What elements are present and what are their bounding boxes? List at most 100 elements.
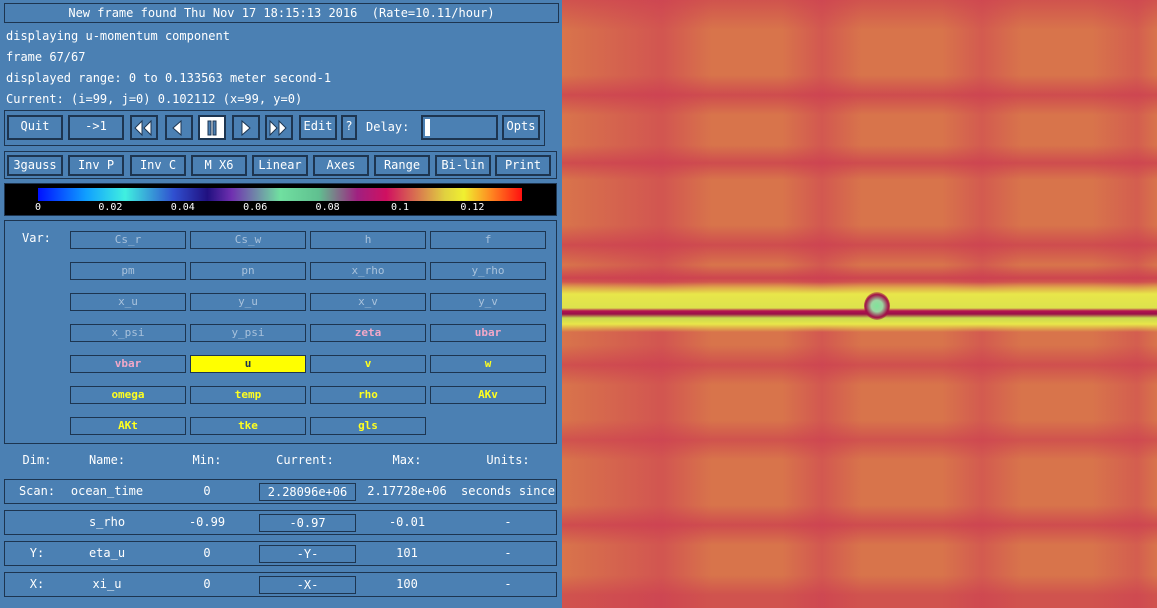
variable-button[interactable]: temp bbox=[190, 386, 306, 404]
colorbar-label: 0.12 bbox=[460, 202, 485, 213]
variable-button[interactable]: zeta bbox=[310, 324, 426, 342]
dim-max: 101 bbox=[396, 546, 418, 560]
variable-button: x_psi bbox=[70, 324, 186, 342]
variable-button: f bbox=[430, 231, 546, 249]
dim-header: Max: bbox=[392, 453, 422, 467]
dim-current[interactable]: 2.28096e+06 bbox=[259, 483, 356, 501]
variables-panel bbox=[4, 220, 557, 444]
nav-button[interactable] bbox=[232, 115, 260, 140]
jet-streak bbox=[562, 282, 1157, 332]
icon bbox=[134, 119, 152, 137]
variable-button[interactable]: AKv bbox=[430, 386, 546, 404]
colorbar bbox=[38, 188, 522, 201]
heatmap-view[interactable] bbox=[562, 0, 1157, 608]
variable-button: y_rho bbox=[430, 262, 546, 280]
colorbar-label: 0.1 bbox=[390, 202, 410, 213]
variable-button: x_rho bbox=[310, 262, 426, 280]
colorbar-label: 0.04 bbox=[170, 202, 195, 213]
variable-button: y_u bbox=[190, 293, 306, 311]
option-button[interactable]: Range bbox=[374, 155, 430, 176]
option-button[interactable]: Print bbox=[495, 155, 551, 176]
variable-button[interactable]: gls bbox=[310, 417, 426, 435]
option-button[interactable]: M X6 bbox=[191, 155, 247, 176]
button-help[interactable]: ? bbox=[341, 115, 357, 140]
button-first[interactable]: ->1 bbox=[68, 115, 124, 140]
dim-units: - bbox=[504, 577, 512, 591]
variable-button: h bbox=[310, 231, 426, 249]
dim-name: xi_u bbox=[92, 577, 122, 591]
dim-header: Units: bbox=[486, 453, 530, 467]
dim-min: -0.99 bbox=[188, 515, 226, 529]
delay-slider[interactable] bbox=[421, 115, 498, 140]
icon bbox=[269, 119, 287, 137]
dim-current[interactable]: -X- bbox=[259, 576, 356, 594]
eddy bbox=[864, 292, 890, 320]
colorbar-label: 0.06 bbox=[243, 202, 268, 213]
icon bbox=[241, 119, 251, 137]
info-line: Current: (i=99, j=0) 0.102112 (x=99, y=0… bbox=[6, 92, 303, 106]
variable-button[interactable]: omega bbox=[70, 386, 186, 404]
control-panel bbox=[4, 110, 545, 146]
variable-button: Cs_r bbox=[70, 231, 186, 249]
dim-row bbox=[4, 572, 557, 597]
dim-min: 0 bbox=[203, 546, 211, 560]
dim-dim: X: bbox=[29, 577, 45, 591]
variable-button[interactable]: v bbox=[310, 355, 426, 373]
dim-max: -0.01 bbox=[388, 515, 426, 529]
variable-button[interactable]: u bbox=[190, 355, 306, 373]
option-button[interactable]: Inv C bbox=[130, 155, 186, 176]
info-line: displaying u-momentum component bbox=[6, 29, 230, 43]
dim-header: Min: bbox=[192, 453, 222, 467]
option-button[interactable]: Bi-lin bbox=[435, 155, 491, 176]
variable-button[interactable]: vbar bbox=[70, 355, 186, 373]
nav-button[interactable] bbox=[198, 115, 226, 140]
variable-button: pm bbox=[70, 262, 186, 280]
dim-name: ocean_time bbox=[70, 484, 144, 498]
nav-button[interactable] bbox=[130, 115, 158, 140]
slider-thumb[interactable] bbox=[425, 119, 430, 136]
variable-button[interactable]: ubar bbox=[430, 324, 546, 342]
option-button[interactable]: Axes bbox=[313, 155, 369, 176]
option-button[interactable]: Linear bbox=[252, 155, 308, 176]
option-button[interactable]: 3gauss bbox=[7, 155, 63, 176]
variable-button: pn bbox=[190, 262, 306, 280]
options-panel bbox=[4, 151, 557, 179]
variable-button: y_v bbox=[430, 293, 546, 311]
nav-button[interactable] bbox=[265, 115, 293, 140]
option-button[interactable]: Inv P bbox=[68, 155, 124, 176]
colorbar-label: 0.08 bbox=[315, 202, 340, 213]
nav-button[interactable] bbox=[165, 115, 193, 140]
dim-header: Dim: bbox=[22, 453, 52, 467]
dim-header: Current: bbox=[276, 453, 334, 467]
variable-button: x_v bbox=[310, 293, 426, 311]
dim-name: eta_u bbox=[88, 546, 126, 560]
dim-units: seconds since bbox=[461, 484, 555, 498]
dim-units: - bbox=[504, 515, 512, 529]
dim-row bbox=[4, 479, 557, 504]
variable-button[interactable]: AKt bbox=[70, 417, 186, 435]
dim-name: s_rho bbox=[88, 515, 126, 529]
dim-min: 0 bbox=[203, 484, 211, 498]
variable-button[interactable]: rho bbox=[310, 386, 426, 404]
dim-units: - bbox=[504, 546, 512, 560]
variable-button[interactable]: w bbox=[430, 355, 546, 373]
dim-current[interactable]: -0.97 bbox=[259, 514, 356, 532]
variable-button[interactable]: tke bbox=[190, 417, 306, 435]
dim-dim: Y: bbox=[29, 546, 45, 560]
variable-button: x_u bbox=[70, 293, 186, 311]
variable-button: Cs_w bbox=[190, 231, 306, 249]
variable-button: y_psi bbox=[190, 324, 306, 342]
dim-header: Name: bbox=[88, 453, 126, 467]
dim-max: 100 bbox=[396, 577, 418, 591]
dim-row bbox=[4, 541, 557, 566]
dim-row bbox=[4, 510, 557, 535]
icon bbox=[207, 120, 217, 136]
icon bbox=[172, 119, 182, 137]
button-opts[interactable]: Opts bbox=[502, 115, 540, 140]
dim-current[interactable]: -Y- bbox=[259, 545, 356, 563]
info-line: frame 67/67 bbox=[6, 50, 86, 64]
var-label: Var: bbox=[22, 231, 51, 245]
button-edit[interactable]: Edit bbox=[299, 115, 337, 140]
button-quit[interactable]: Quit bbox=[7, 115, 63, 140]
